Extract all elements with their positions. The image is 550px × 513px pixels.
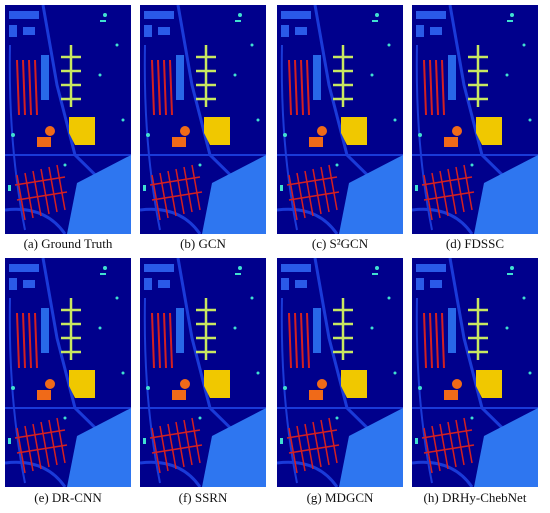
classification-map (5, 5, 131, 234)
caption: (f) SSRN (178, 490, 228, 505)
classification-map (277, 5, 403, 234)
map (277, 258, 403, 487)
caption: (a) Ground Truth (23, 236, 113, 251)
caption: (c) S²GCN (311, 236, 369, 251)
caption: (d) FDSSC (445, 236, 505, 251)
classification-map (140, 258, 266, 487)
classification-map (140, 5, 266, 234)
map (412, 258, 538, 487)
caption: (g) MDGCN (306, 490, 374, 505)
map (140, 258, 266, 487)
map (5, 258, 131, 487)
map (412, 5, 538, 234)
classification-map (412, 5, 538, 234)
caption: (b) GCN (180, 236, 226, 251)
map (5, 5, 131, 234)
caption: (e) DR-CNN (34, 490, 102, 505)
map (140, 5, 266, 234)
classification-map (5, 258, 131, 487)
classification-map (412, 258, 538, 487)
map (277, 5, 403, 234)
caption: (h) DRHy-ChebNet (423, 490, 527, 505)
classification-map (277, 258, 403, 487)
